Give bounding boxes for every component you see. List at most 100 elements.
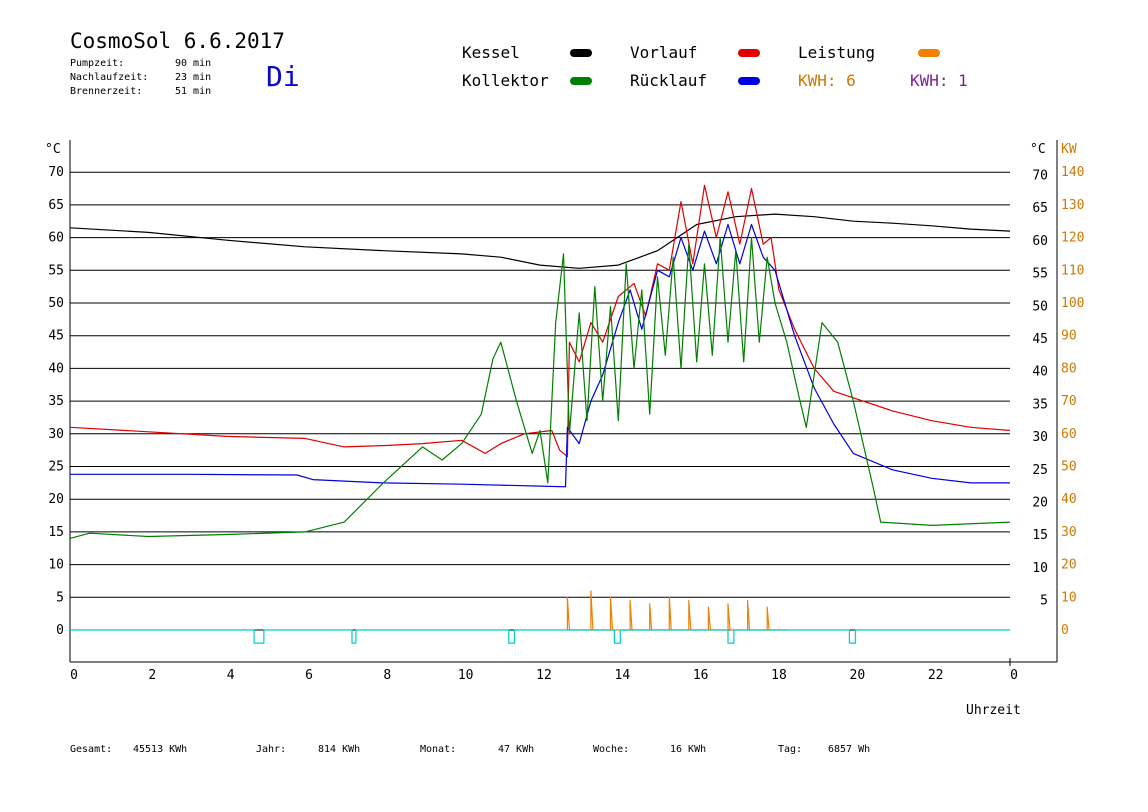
x-tick-label: 2 xyxy=(148,668,156,683)
series-line xyxy=(69,184,1011,458)
y-tick-label-right-c: 30 xyxy=(1032,430,1048,445)
legend-swatch-leistung xyxy=(918,49,940,57)
y-tick-label-right-c: 10 xyxy=(1032,561,1048,576)
footer-value-woche: 16 KWh xyxy=(670,744,707,755)
legend-label-leistung: Leistung xyxy=(798,43,876,62)
y-tick-label-left: 20 xyxy=(48,492,64,507)
y-tick-label-left: 30 xyxy=(48,427,64,442)
legend-swatch-vorlauf xyxy=(738,49,760,57)
y-tick-label-right-kw: 90 xyxy=(1061,329,1077,344)
y-tick-label-right-kw: 20 xyxy=(1061,558,1077,573)
series-line xyxy=(70,629,1010,644)
chart-title: CosmoSol 6.6.2017 xyxy=(70,29,285,53)
y-axis-unit-right-c: °C xyxy=(1030,142,1046,157)
footer-value-monat: 47 KWh xyxy=(498,744,535,755)
series-line xyxy=(70,223,1010,488)
y-tick-label-left: 5 xyxy=(56,590,64,605)
y-tick-label-left: 40 xyxy=(48,361,64,376)
y-tick-label-right-c: 45 xyxy=(1032,332,1048,347)
y-tick-label-left: 45 xyxy=(48,329,64,344)
x-tick-label: 0 xyxy=(70,668,78,683)
x-tick-label: 10 xyxy=(458,668,474,683)
y-tick-label-right-kw: 10 xyxy=(1061,590,1077,605)
y-tick-label-left: 55 xyxy=(48,263,64,278)
series-layer xyxy=(69,184,1011,644)
legend-swatch-ruecklauf xyxy=(738,77,760,85)
y-tick-label-left: 70 xyxy=(48,165,64,180)
x-tick-label: 4 xyxy=(227,668,235,683)
grid-lines xyxy=(70,171,1010,631)
y-tick-label-left: 35 xyxy=(48,394,64,409)
y-tick-label-right-c: 40 xyxy=(1032,365,1048,380)
x-tick-label: 18 xyxy=(771,668,787,683)
legend-label-vorlauf: Vorlauf xyxy=(630,43,698,62)
x-tick-label: 20 xyxy=(850,668,866,683)
y-tick-label-left: 15 xyxy=(48,525,64,540)
footer-label-gesamt: Gesamt: xyxy=(70,744,113,755)
footer-value-gesamt: 45513 KWh xyxy=(133,744,188,755)
legend-label-ruecklauf: Rücklauf xyxy=(630,71,708,90)
y-tick-label-left: 65 xyxy=(48,198,64,213)
stat-value-brennerzeit: 51 min xyxy=(175,86,212,97)
y-tick-label-right-kw: 100 xyxy=(1061,296,1084,311)
stat-label-pumpzeit: Pumpzeit: xyxy=(70,58,125,69)
y-axis-unit-right-kw: KW xyxy=(1061,142,1077,157)
footer-label-tag: Tag: xyxy=(778,744,803,755)
y-tick-label-right-c: 20 xyxy=(1032,495,1048,510)
x-tick-label: 8 xyxy=(383,668,391,683)
legend-swatch-kollektor xyxy=(570,77,592,85)
legend-label-kessel: Kessel xyxy=(462,43,520,62)
x-tick-label: 22 xyxy=(928,668,944,683)
y-tick-label-left: 10 xyxy=(48,558,64,573)
y-tick-label-right-kw: 110 xyxy=(1061,263,1084,278)
footer-label-woche: Woche: xyxy=(593,744,630,755)
legend-kwh-orange: KWH: 6 xyxy=(798,71,856,90)
axis-labels: 0510152025303540455055606570°C5101520253… xyxy=(45,142,1084,718)
y-axis-unit-left: °C xyxy=(45,142,61,157)
y-tick-label-right-kw: 0 xyxy=(1061,623,1069,638)
y-tick-label-right-c: 50 xyxy=(1032,299,1048,314)
y-tick-label-right-kw: 120 xyxy=(1061,231,1084,246)
x-axis-label: Uhrzeit xyxy=(966,703,1021,718)
y-tick-label-right-c: 5 xyxy=(1040,594,1048,609)
y-tick-label-right-c: 70 xyxy=(1032,168,1048,183)
y-tick-label-right-kw: 130 xyxy=(1061,198,1084,213)
footer-value-jahr: 814 KWh xyxy=(318,744,361,755)
axes xyxy=(69,140,1058,666)
y-tick-label-right-kw: 50 xyxy=(1061,460,1077,475)
series-line xyxy=(69,213,1011,269)
x-tick-label: 0 xyxy=(1010,668,1018,683)
stat-value-pumpzeit: 90 min xyxy=(175,58,212,69)
legend-label-kollektor: Kollektor xyxy=(462,71,549,90)
x-tick-label: 12 xyxy=(536,668,552,683)
footer-value-tag: 6857 Wh xyxy=(828,744,871,755)
y-tick-label-right-kw: 60 xyxy=(1061,427,1077,442)
weekday-label: Di xyxy=(266,60,300,93)
y-tick-label-right-c: 65 xyxy=(1032,201,1048,216)
y-tick-label-left: 0 xyxy=(56,623,64,638)
y-tick-label-right-kw: 40 xyxy=(1061,492,1077,507)
y-tick-label-right-c: 25 xyxy=(1032,463,1048,478)
footer-label-monat: Monat: xyxy=(420,744,457,755)
y-tick-label-right-c: 15 xyxy=(1032,528,1048,543)
y-tick-label-right-kw: 70 xyxy=(1061,394,1077,409)
y-tick-label-left: 50 xyxy=(48,296,64,311)
stat-value-nachlaufzeit: 23 min xyxy=(175,72,212,83)
y-tick-label-left: 60 xyxy=(48,231,64,246)
stat-label-nachlaufzeit: Nachlaufzeit: xyxy=(70,72,149,83)
y-tick-label-left: 25 xyxy=(48,460,64,475)
y-tick-label-right-kw: 80 xyxy=(1061,361,1077,376)
footer-label-jahr: Jahr: xyxy=(256,744,287,755)
stat-label-brennerzeit: Brennerzeit: xyxy=(70,86,143,97)
x-tick-label: 6 xyxy=(305,668,313,683)
legend-swatch-kessel xyxy=(570,49,592,57)
y-tick-label-right-kw: 140 xyxy=(1061,165,1084,180)
series-line xyxy=(566,590,787,631)
x-tick-label: 16 xyxy=(693,668,709,683)
y-tick-label-right-kw: 30 xyxy=(1061,525,1077,540)
y-tick-label-right-c: 35 xyxy=(1032,397,1048,412)
x-tick-label: 14 xyxy=(615,668,631,683)
y-tick-label-right-c: 60 xyxy=(1032,234,1048,249)
series-line xyxy=(69,237,1011,539)
